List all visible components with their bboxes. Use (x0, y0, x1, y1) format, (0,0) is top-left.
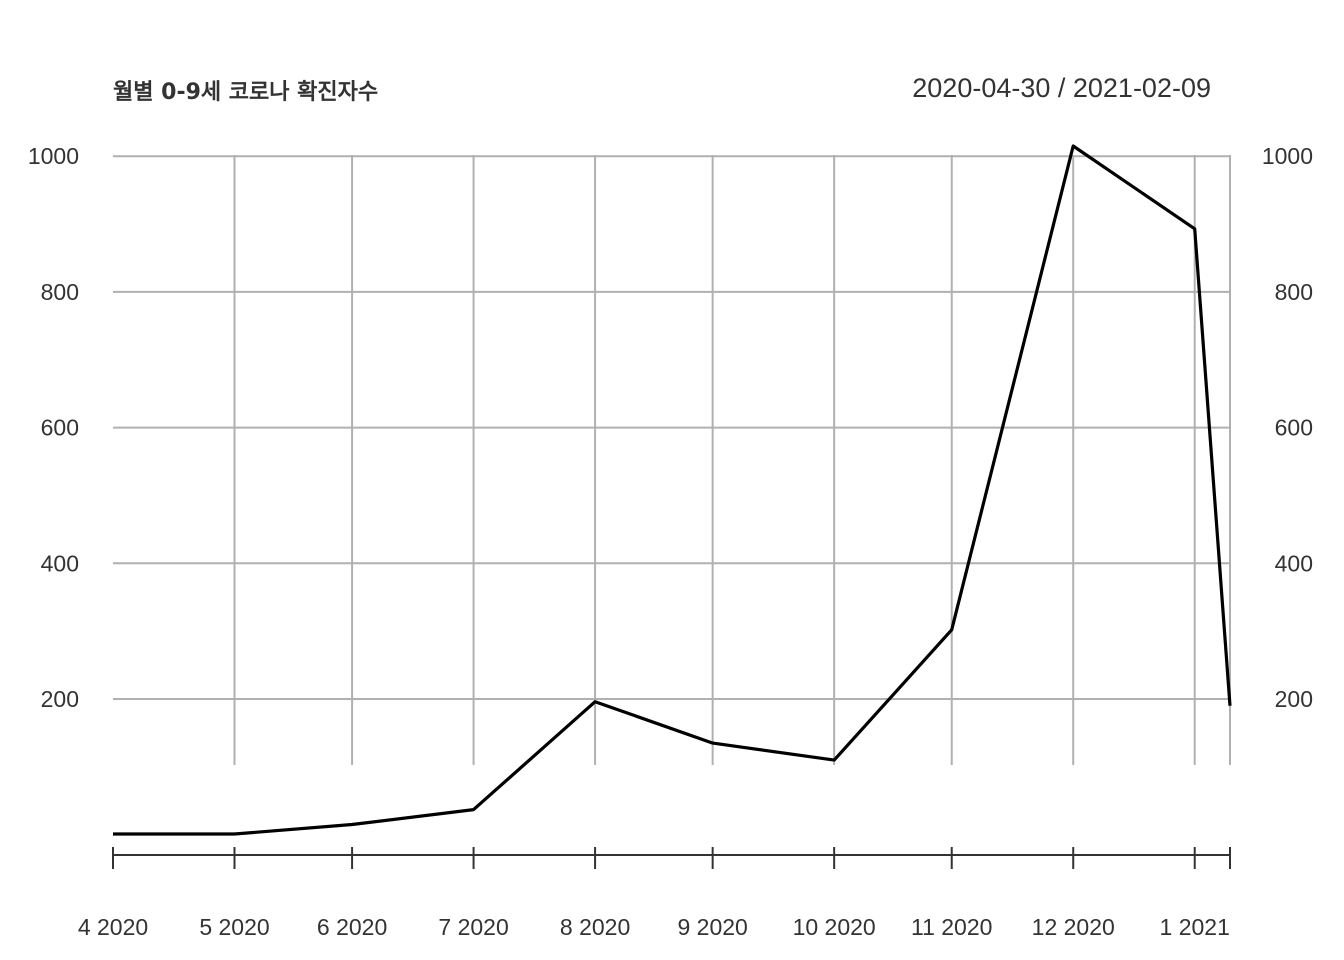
chart-title: 월별 0-9세 코로나 확진자수 (113, 80, 378, 105)
y-tick-label-left: 600 (41, 415, 79, 441)
y-tick-label-left: 1000 (28, 143, 79, 169)
x-tick-label: 4 2020 (78, 914, 148, 940)
x-tick-label: 12 2020 (1032, 914, 1115, 940)
series-line (113, 144, 1232, 836)
y-tick-label-left: 400 (41, 550, 79, 576)
y-tick-label-right: 200 (1275, 686, 1313, 712)
y-tick-label-right: 400 (1275, 550, 1313, 576)
series-layer (113, 144, 1232, 836)
x-tick-label: 8 2020 (560, 914, 630, 940)
x-tick-label: 10 2020 (793, 914, 876, 940)
y-tick-label-right: 600 (1275, 415, 1313, 441)
x-tick-label: 7 2020 (438, 914, 508, 940)
y-tick-label-left: 200 (41, 686, 79, 712)
y-tick-label-right: 1000 (1262, 143, 1313, 169)
y-axis-labels: 200 200 400 400 600 600 800 800 1000 1000 (28, 143, 1313, 712)
x-axis-labels: 4 2020 5 2020 6 2020 7 2020 8 2020 9 2020 10 2… (78, 914, 1230, 940)
y-tick-label-right: 800 (1275, 279, 1313, 305)
date-range-label: 2020-04-30 / 2021-02-09 (912, 73, 1211, 103)
x-tick-label: 11 2020 (911, 914, 992, 940)
x-tick-label: 6 2020 (317, 914, 387, 940)
x-axis (112, 847, 1231, 869)
grid (113, 155, 1231, 765)
x-tick-label: 9 2020 (677, 914, 747, 940)
x-tick-label: 1 2021 (1160, 914, 1230, 940)
x-tick-label: 5 2020 (199, 914, 269, 940)
y-tick-label-left: 800 (41, 279, 79, 305)
